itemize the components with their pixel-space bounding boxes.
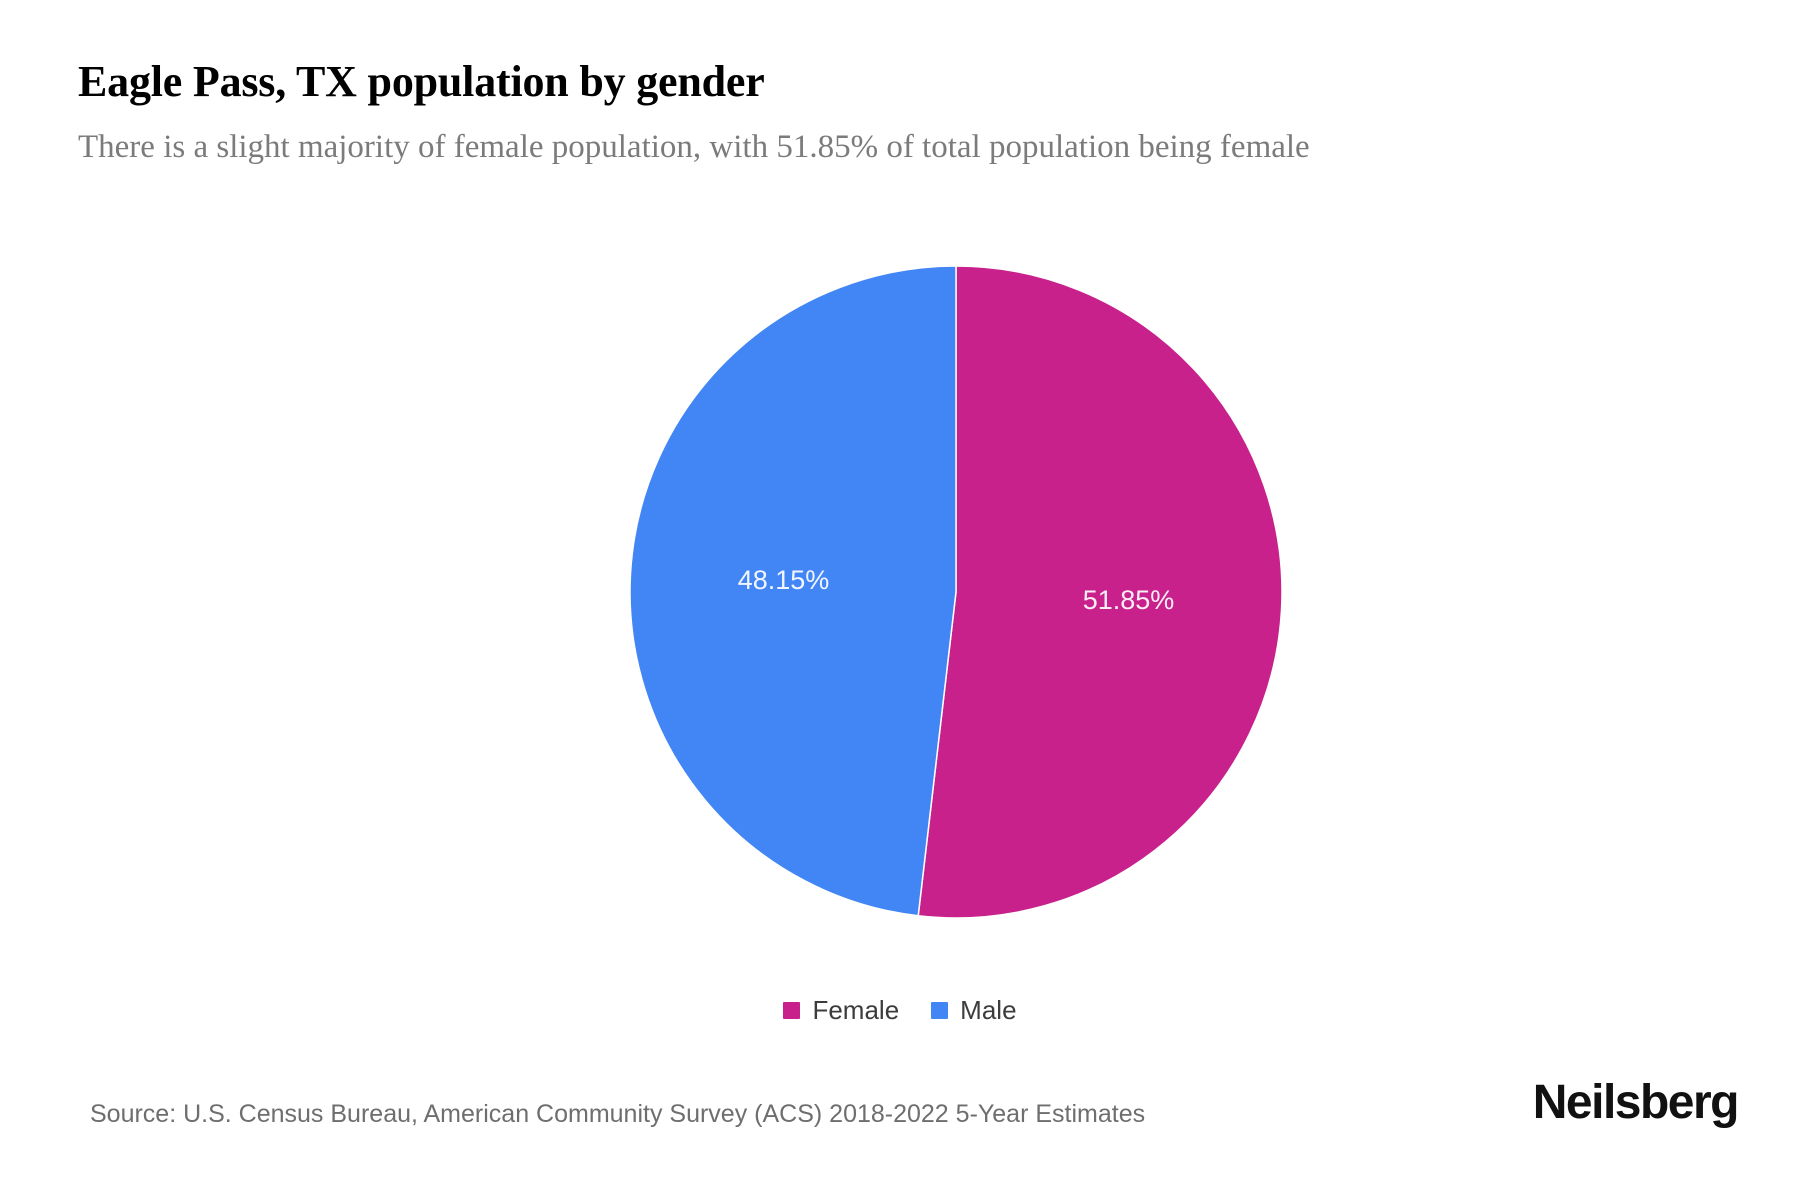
chart-legend: Female Male — [0, 996, 1800, 1024]
pie-slice-label-male: 48.15% — [738, 565, 830, 595]
legend-swatch-icon-female — [783, 1001, 801, 1019]
legend-item-male[interactable]: Male — [931, 995, 1017, 1025]
pie-slice-labels: 51.85% 48.15% — [738, 565, 1175, 615]
brand-logo: Neilsberg — [1532, 1076, 1740, 1129]
pie-slice-female[interactable] — [917, 265, 1283, 919]
legend-item-female[interactable]: Female — [783, 996, 899, 1024]
legend-label-female: Female — [812, 995, 900, 1025]
pie-slice-label-female: 51.85% — [1083, 585, 1175, 615]
chart-subtitle: There is a slight majority of female pop… — [78, 129, 1310, 165]
legend-swatch-icon-male — [931, 1001, 949, 1019]
legend-label-male: Male — [960, 995, 1017, 1025]
pie-slice-male[interactable] — [629, 265, 957, 917]
source-note: Source: U.S. Census Bureau, American Com… — [90, 1100, 1146, 1128]
pie-chart-svg: 51.85% 48.15% — [629, 265, 1283, 919]
pie-slices — [629, 265, 1283, 919]
pie-chart: 51.85% 48.15% — [629, 265, 1283, 919]
page-title: Eagle Pass, TX population by gender — [78, 57, 765, 106]
